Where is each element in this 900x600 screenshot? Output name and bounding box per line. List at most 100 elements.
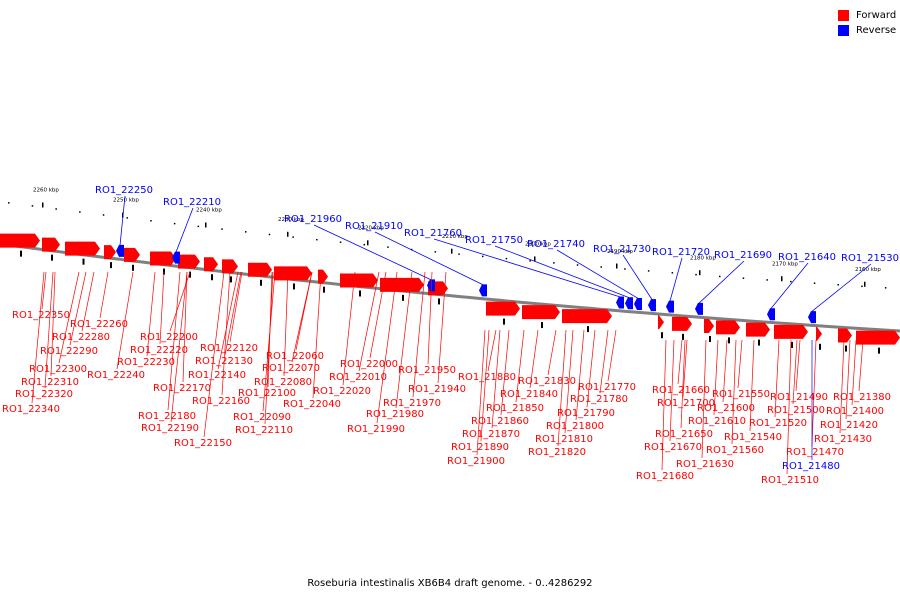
forward-gene	[124, 247, 140, 262]
forward-gene-label: RO1_22000	[340, 359, 398, 370]
forward-gene-label: RO1_22100	[238, 388, 296, 399]
forward-leader	[358, 271, 380, 372]
gene-tick	[661, 332, 663, 339]
reverse-leader	[374, 231, 484, 286]
forward-gene-label: RO1_22350	[12, 310, 70, 321]
scale-dot	[102, 214, 105, 216]
forward-gene-label: RO1_21780	[570, 394, 628, 405]
reverse-leader	[175, 207, 194, 253]
forward-leader	[722, 339, 728, 403]
forward-gene-label: RO1_22290	[40, 346, 98, 357]
reverse-swatch	[838, 25, 849, 36]
forward-leader	[682, 339, 688, 398]
forward-leader	[476, 329, 486, 456]
forward-gene	[486, 301, 520, 316]
scale-tick	[367, 240, 369, 246]
scale-dot	[647, 270, 650, 272]
forward-gene-label: RO1_22280	[52, 332, 110, 343]
forward-leader	[851, 339, 857, 406]
gene-tick	[51, 254, 53, 261]
gene-tick	[163, 268, 165, 275]
forward-leader	[224, 271, 242, 356]
forward-gene-label: RO1_21820	[528, 447, 586, 458]
forward-leader	[795, 339, 801, 392]
forward-gene-label: RO1_22070	[262, 363, 320, 374]
reverse-leader	[313, 224, 432, 281]
forward-gene-label: RO1_21400	[826, 406, 884, 417]
forward-leader	[369, 271, 387, 359]
legend-label-reverse: Reverse	[856, 25, 897, 36]
scale-tick	[451, 248, 453, 254]
forward-gene	[248, 262, 272, 277]
scale-dot	[434, 251, 437, 253]
forward-gene-label: RO1_21860	[471, 416, 529, 427]
scale-label: 2180 kbp	[690, 255, 716, 261]
forward-leader	[167, 271, 181, 411]
gene-tick	[845, 345, 847, 352]
gene-tick	[260, 279, 262, 286]
forward-leader	[170, 271, 188, 423]
scale-label: 2170 kbp	[772, 262, 798, 268]
forward-gene-label: RO1_22080	[254, 377, 312, 388]
forward-leader	[669, 339, 675, 442]
forward-gene-label: RO1_22220	[130, 345, 188, 356]
forward-leader	[529, 329, 539, 389]
scale-dot	[150, 220, 152, 222]
forward-gene	[838, 328, 852, 343]
forward-gene-label: RO1_21490	[770, 392, 828, 403]
forward-leader	[731, 339, 737, 445]
forward-gene-label: RO1_22170	[153, 383, 211, 394]
forward-leader	[515, 329, 525, 403]
forward-leader	[480, 329, 490, 442]
reverse-gene-label: RO1_21750	[465, 235, 523, 246]
gene-tick	[503, 318, 505, 325]
forward-gene	[274, 266, 312, 281]
scale-dot	[553, 262, 555, 264]
scale-dot	[790, 280, 792, 283]
forward-gene-label: RO1_21500	[767, 405, 825, 416]
forward-gene	[856, 330, 900, 345]
gene-tick	[758, 339, 760, 346]
gene-tick	[438, 298, 440, 305]
forward-leader	[701, 339, 707, 459]
gene-tick	[323, 286, 325, 293]
forward-leader	[262, 271, 276, 412]
forward-gene-label: RO1_21680	[636, 471, 694, 482]
scale-dot	[31, 205, 34, 207]
forward-gene	[380, 277, 424, 292]
legend-item-reverse: Reverse	[838, 23, 896, 38]
scale-dot	[884, 287, 887, 289]
reverse-gene-label: RO1_21730	[593, 244, 651, 255]
reverse-gene-label: RO1_21530	[841, 253, 899, 264]
forward-gene	[658, 315, 664, 330]
forward-gene-label: RO1_21630	[676, 459, 734, 470]
forward-gene	[746, 322, 770, 337]
forward-leader	[427, 271, 433, 365]
reverse-leader	[622, 254, 653, 300]
forward-gene	[104, 245, 116, 260]
gene-tick	[728, 337, 730, 344]
gene-tick	[359, 290, 361, 297]
reverse-gene	[695, 302, 703, 315]
forward-leader	[557, 329, 567, 447]
scale-dot	[173, 222, 176, 225]
gene-tick	[791, 341, 793, 348]
scale-label: 2240 kbp	[196, 207, 222, 213]
reverse-gene-label: RO1_22250	[95, 185, 153, 196]
forward-leader	[500, 329, 510, 416]
scale-tick	[534, 256, 536, 262]
forward-leader	[774, 339, 780, 418]
forward-leader	[31, 271, 45, 404]
forward-leader	[845, 339, 851, 420]
forward-gene	[774, 324, 808, 339]
scale-dot	[458, 253, 460, 255]
forward-gene-label: RO1_22200	[140, 332, 198, 343]
forward-leader	[229, 271, 243, 343]
scale-dot	[316, 238, 318, 241]
forward-leader	[159, 271, 165, 345]
reverse-gene	[634, 298, 642, 311]
scale-dot	[363, 243, 365, 246]
forward-leader	[786, 339, 792, 475]
forward-leader	[491, 329, 501, 429]
forward-gene-label: RO1_22150	[174, 438, 232, 449]
